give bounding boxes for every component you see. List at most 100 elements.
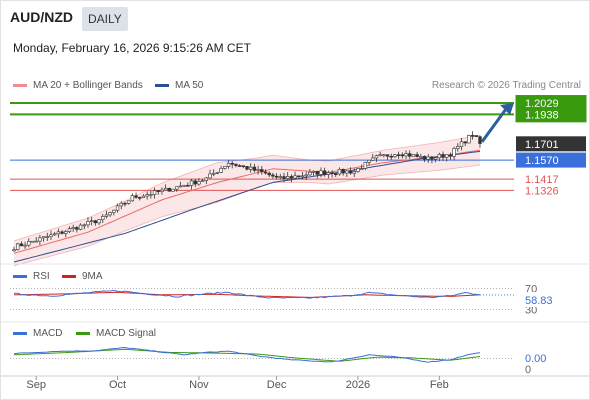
legend-macd-label: MACD: [33, 328, 63, 339]
candle-body: [212, 172, 216, 175]
legend-rsi: RSI: [13, 271, 50, 282]
candle-body: [248, 166, 253, 170]
candle-body: [182, 185, 186, 187]
candle-body: [289, 176, 294, 179]
candle-body: [263, 171, 268, 174]
legend-swatch-macd-signal: [76, 331, 90, 335]
candle-body: [126, 200, 131, 204]
projection-arrow-line: [480, 108, 508, 143]
projection-arrow-head: [500, 103, 514, 116]
candle-body: [315, 170, 319, 175]
x-tick-label-0: Sep: [26, 379, 46, 391]
candle-body: [52, 233, 57, 236]
level-label-1: 1.1938: [525, 109, 559, 121]
candle-body: [396, 154, 401, 157]
candle-body: [104, 214, 109, 217]
candle-body: [234, 163, 238, 166]
x-tick-label-3: Dec: [267, 379, 287, 391]
candle-body: [208, 173, 212, 179]
candle-body: [167, 187, 172, 192]
candle-body: [267, 172, 271, 176]
candle-body: [252, 166, 257, 171]
legend-rsi-ma: 9MA: [62, 271, 103, 282]
candle-body: [367, 159, 371, 163]
timeframe-badge[interactable]: DAILY: [82, 7, 128, 31]
candle-body: [197, 181, 201, 185]
candle-body: [97, 219, 101, 224]
candle-body: [271, 174, 275, 177]
legend-swatch-rsi: [13, 274, 27, 278]
candle-body: [441, 154, 445, 158]
candle-body: [285, 176, 290, 179]
legend-macd: MACD: [13, 328, 62, 339]
candle-body: [156, 190, 160, 192]
candle-body: [130, 195, 135, 202]
candle-body: [15, 243, 20, 250]
legend-bollinger-label: MA 20 + Bollinger Bands: [33, 80, 143, 91]
legend-ma50-label: MA 50: [175, 80, 204, 91]
candle-body: [145, 194, 149, 197]
level-label-2: 1.1701: [525, 139, 559, 151]
candle-body: [374, 155, 379, 159]
candle-body: [115, 205, 120, 211]
candle-body: [93, 220, 98, 224]
bollinger-band-fill: [14, 135, 480, 266]
level-box-2: [516, 136, 586, 152]
candle-body: [23, 244, 27, 247]
macd-zero-label: 0: [525, 364, 531, 376]
candle-body: [60, 231, 64, 234]
candle-body: [219, 168, 223, 173]
candle-body: [378, 154, 382, 157]
candle-body: [400, 154, 405, 157]
candle-body: [67, 228, 72, 232]
candle-body: [175, 186, 179, 190]
candle-body: [422, 156, 427, 160]
level-box-1: [516, 106, 586, 122]
candle-body: [49, 234, 53, 237]
candle-body: [352, 171, 356, 174]
candle-body: [189, 180, 194, 186]
candle-body: [385, 154, 390, 157]
legend-macd-signal: MACD Signal: [76, 328, 156, 339]
rsi-line: [13, 289, 481, 299]
legend-macd-signal-label: MACD Signal: [96, 328, 157, 339]
candle-body: [89, 220, 94, 223]
ma50-line: [13, 150, 481, 263]
candle-body: [152, 190, 157, 195]
candle-body: [256, 169, 260, 171]
candle-body: [149, 194, 153, 196]
legend-rsi-ma-label: 9MA: [82, 271, 103, 282]
x-tick-label-2: Nov: [189, 379, 209, 391]
level-label-3: 1.1570: [525, 155, 559, 167]
candle-body: [308, 171, 312, 176]
candle-body: [204, 177, 209, 181]
candle-body: [108, 212, 112, 216]
candle-body: [341, 169, 345, 174]
candle-body: [389, 155, 393, 158]
candle-body: [326, 172, 331, 175]
candle-body: [101, 216, 105, 220]
candle-body: [337, 169, 342, 175]
candle-body: [241, 165, 246, 167]
candle-body: [467, 135, 471, 144]
candle-body: [56, 231, 61, 235]
legend-swatch-bollinger: [13, 83, 27, 87]
candle-body: [437, 154, 442, 159]
candle-body: [404, 153, 408, 157]
rsi-level-label-1: 30: [525, 304, 537, 316]
candle-body: [19, 243, 24, 247]
candle-body: [12, 249, 16, 252]
candle-body: [478, 136, 482, 144]
candle-body: [186, 185, 190, 187]
candle-body: [393, 154, 397, 158]
candle-body: [30, 240, 35, 243]
candle-body: [237, 165, 242, 167]
candle-body: [363, 162, 368, 169]
candle-body: [75, 227, 79, 230]
candle-body: [319, 170, 323, 175]
candle-body: [82, 224, 86, 227]
candle-body: [230, 162, 234, 165]
candle-body: [300, 175, 305, 178]
legend-swatch-rsi-ma: [62, 274, 76, 278]
